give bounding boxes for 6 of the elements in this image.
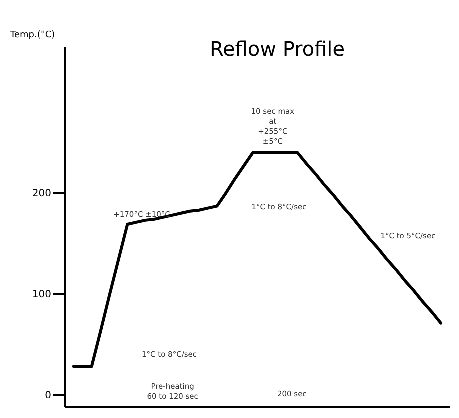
chart-title: Reflow Profile: [210, 37, 346, 61]
line-series: [72, 151, 443, 368]
y-axis-title: Temp.(°C): [10, 30, 56, 40]
y-tick-label: 100: [32, 290, 52, 301]
y-tick-label: 200: [32, 188, 52, 200]
y-tick-label: 0: [45, 390, 52, 402]
